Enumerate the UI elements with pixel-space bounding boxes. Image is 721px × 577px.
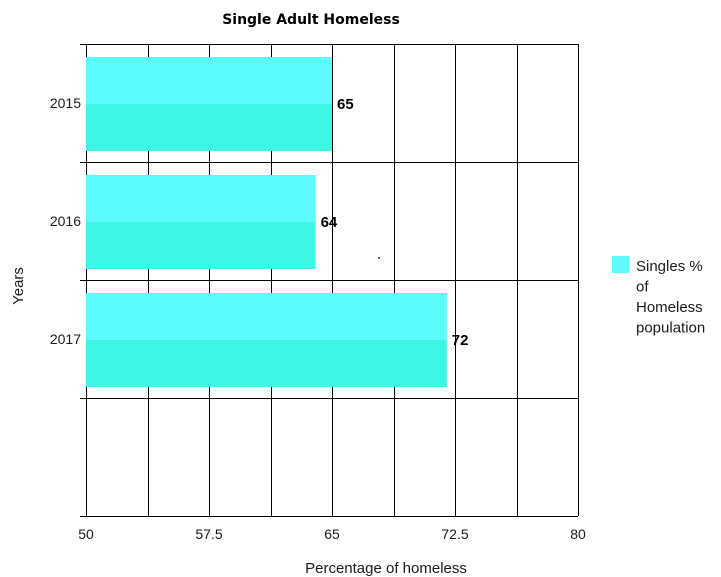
data-labels: 65 64 72	[321, 96, 469, 349]
bar-series	[86, 57, 447, 387]
bar-2016	[86, 175, 316, 269]
legend-label-line: Homeless	[636, 299, 703, 316]
bar-upper	[86, 293, 447, 340]
chart-title: Single Adult Homeless	[222, 12, 400, 28]
x-axis-ticks: 50 57.5 65 72.5 80	[78, 526, 586, 542]
y-tick-label: 2015	[50, 95, 81, 111]
x-tick-label: 65	[324, 526, 340, 542]
data-label: 72	[452, 332, 469, 349]
x-tick-label: 80	[570, 526, 586, 542]
bar-upper	[86, 57, 332, 104]
y-tick-label: 2016	[50, 213, 81, 229]
legend-swatch	[612, 256, 629, 273]
bar-2015	[86, 57, 332, 151]
stray-dot	[378, 257, 380, 259]
data-label: 64	[321, 214, 338, 231]
x-tick-label: 72.5	[441, 526, 468, 542]
legend-label-line: Singles %	[636, 258, 703, 275]
bar-lower	[86, 340, 447, 387]
y-axis-ticks: 2015 2016 2017	[50, 95, 81, 347]
y-tick-label: 2017	[50, 331, 81, 347]
data-label: 65	[337, 96, 354, 113]
legend-label-line: of	[636, 279, 649, 296]
legend-label: Singles % of Homeless population	[636, 258, 705, 337]
legend: Singles % of Homeless population	[612, 256, 705, 337]
bar-2017	[86, 293, 447, 387]
bar-lower	[86, 104, 332, 151]
x-axis-label: Percentage of homeless	[305, 560, 467, 577]
bar-upper	[86, 175, 316, 222]
grid-lines	[80, 44, 579, 517]
y-axis-label: Years	[10, 267, 27, 305]
legend-label-line: population	[636, 320, 705, 337]
x-tick-label: 57.5	[195, 526, 222, 542]
x-tick-label: 50	[78, 526, 94, 542]
bar-lower	[86, 222, 316, 269]
